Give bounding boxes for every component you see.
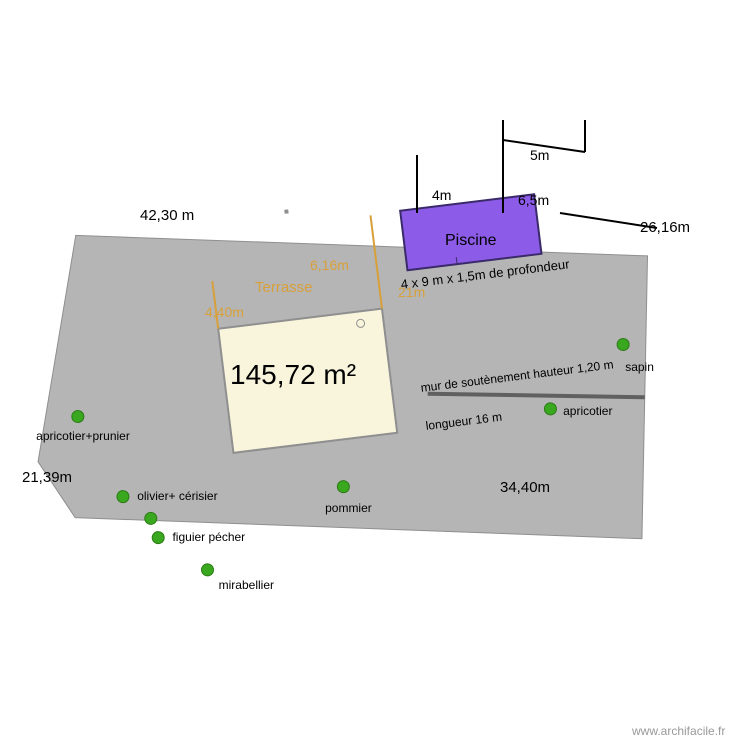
tree-label-figuier-pecher: figuier pécher bbox=[172, 531, 245, 544]
label-piscine: Piscine bbox=[445, 232, 497, 250]
tree-label-apricotier: apricotier bbox=[563, 405, 612, 418]
tree-label-olivier-cerisier: olivier+ cérisier bbox=[137, 490, 217, 503]
label-area: 145,72 m² bbox=[230, 360, 356, 391]
plan-svg bbox=[0, 0, 750, 750]
tree-label-apricotier+prunier: apricotier+prunier bbox=[36, 430, 130, 443]
tree-figuier-pecher bbox=[152, 531, 165, 544]
label-dim_5m: 5m bbox=[530, 148, 549, 163]
label-dim_4m: 4m bbox=[432, 188, 451, 203]
marker-dot bbox=[284, 209, 288, 213]
label-dim_right: 26,16m bbox=[640, 220, 690, 237]
watermark: www.archifacile.fr bbox=[632, 725, 725, 738]
tree-label-sapin: sapin bbox=[625, 361, 654, 374]
label-dim_bottom: 34,40m bbox=[500, 480, 550, 497]
label-dim_65m: 6,5m bbox=[518, 193, 549, 208]
label-dim_440: 4,40m bbox=[205, 305, 244, 320]
tree-label-pommier: pommier bbox=[325, 502, 372, 515]
tree-mirabellier bbox=[201, 563, 214, 576]
label-dim_top: 42,30 m bbox=[140, 208, 194, 225]
label-dim_616: 6,16m bbox=[310, 258, 349, 273]
label-dim_left: 21,39m bbox=[22, 470, 72, 487]
label-dim_21m: 21m bbox=[398, 285, 425, 300]
tree-label-mirabellier: mirabellier bbox=[219, 579, 274, 592]
plan-canvas: 42,30 m 21,39m 34,40m 26,16m 5m 4m 6,5m Piscine… bbox=[0, 0, 750, 750]
label-terrasse: Terrasse bbox=[255, 280, 313, 297]
